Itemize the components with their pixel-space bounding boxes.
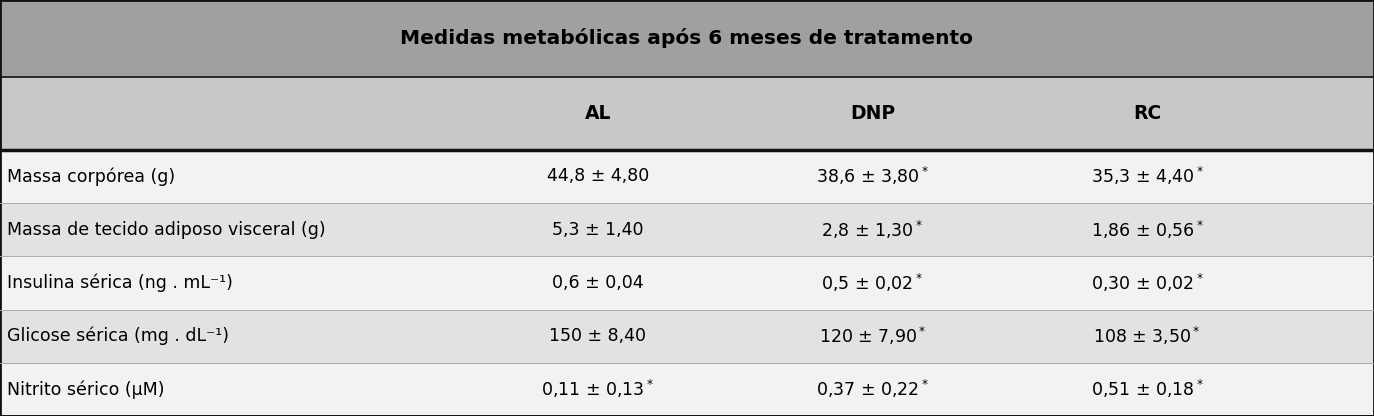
Text: Nitrito sérico (μM): Nitrito sérico (μM) bbox=[7, 380, 165, 399]
Bar bbox=[0, 77, 1374, 150]
Bar bbox=[0, 363, 1374, 416]
Text: 0,11 ± 0,13$^*$: 0,11 ± 0,13$^*$ bbox=[541, 378, 654, 401]
Text: RC: RC bbox=[1134, 104, 1161, 123]
Bar bbox=[0, 0, 1374, 77]
Text: 0,5 ± 0,02$^*$: 0,5 ± 0,02$^*$ bbox=[822, 272, 923, 294]
Text: 0,51 ± 0,18$^*$: 0,51 ± 0,18$^*$ bbox=[1091, 378, 1204, 401]
Text: DNP: DNP bbox=[851, 104, 894, 123]
Text: 38,6 ± 3,80$^*$: 38,6 ± 3,80$^*$ bbox=[816, 165, 929, 188]
Text: Massa de tecido adiposo visceral (g): Massa de tecido adiposo visceral (g) bbox=[7, 220, 326, 239]
Text: Insulina sérica (ng . mL⁻¹): Insulina sérica (ng . mL⁻¹) bbox=[7, 274, 232, 292]
Text: Massa corpórea (g): Massa corpórea (g) bbox=[7, 167, 174, 186]
Text: 120 ± 7,90$^*$: 120 ± 7,90$^*$ bbox=[819, 325, 926, 347]
Text: 0,37 ± 0,22$^*$: 0,37 ± 0,22$^*$ bbox=[816, 378, 929, 401]
Text: 0,6 ± 0,04: 0,6 ± 0,04 bbox=[552, 274, 643, 292]
Text: 44,8 ± 4,80: 44,8 ± 4,80 bbox=[547, 167, 649, 186]
Text: 0,30 ± 0,02$^*$: 0,30 ± 0,02$^*$ bbox=[1091, 272, 1204, 294]
Text: Glicose sérica (mg . dL⁻¹): Glicose sérica (mg . dL⁻¹) bbox=[7, 327, 229, 345]
Text: AL: AL bbox=[584, 104, 611, 123]
Text: 108 ± 3,50$^*$: 108 ± 3,50$^*$ bbox=[1094, 325, 1201, 347]
Bar bbox=[0, 150, 1374, 203]
Text: Medidas metabólicas após 6 meses de tratamento: Medidas metabólicas após 6 meses de trat… bbox=[400, 28, 974, 49]
Text: 150 ± 8,40: 150 ± 8,40 bbox=[550, 327, 646, 345]
Text: 1,86 ± 0,56$^*$: 1,86 ± 0,56$^*$ bbox=[1091, 218, 1204, 241]
Bar bbox=[0, 310, 1374, 363]
Text: 35,3 ± 4,40$^*$: 35,3 ± 4,40$^*$ bbox=[1091, 165, 1204, 188]
Bar bbox=[0, 256, 1374, 310]
Bar bbox=[0, 203, 1374, 256]
Text: 2,8 ± 1,30$^*$: 2,8 ± 1,30$^*$ bbox=[822, 218, 923, 241]
Text: 5,3 ± 1,40: 5,3 ± 1,40 bbox=[552, 220, 643, 239]
